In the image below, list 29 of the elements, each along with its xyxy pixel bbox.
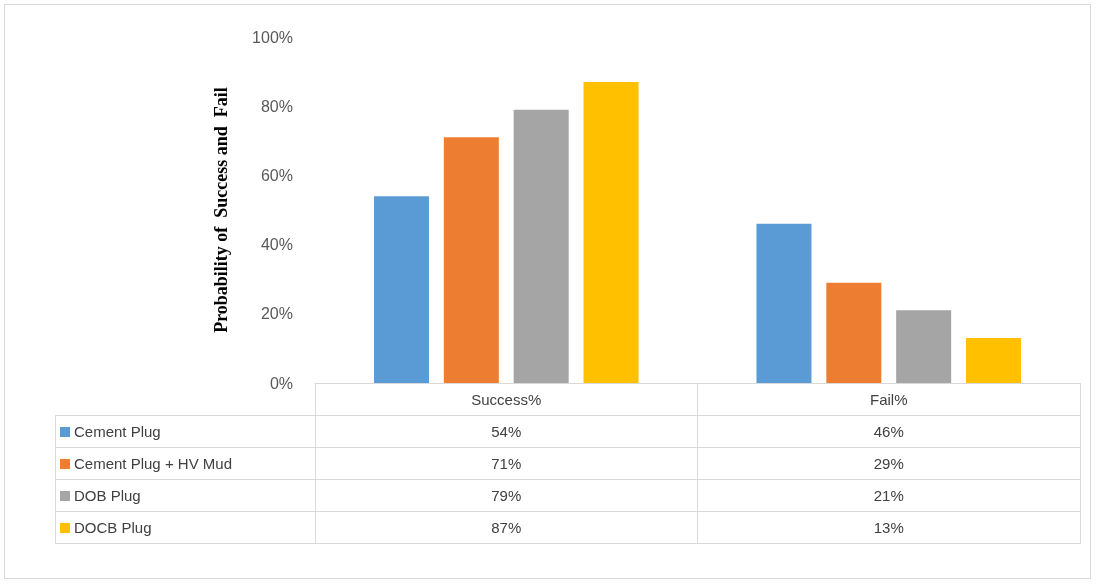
y-tick-label: 20%: [260, 305, 293, 323]
x-tick-label: Success%: [315, 383, 698, 416]
legend-label: Cement Plug: [55, 415, 315, 448]
bar: [513, 109, 569, 383]
bar: [373, 196, 429, 383]
y-tick-label: 100%: [252, 28, 293, 46]
bar: [896, 310, 952, 383]
y-tick-label: 80%: [260, 97, 293, 115]
data-label: 21%: [697, 479, 1080, 512]
data-label: 79%: [315, 479, 698, 512]
data-label: 46%: [697, 415, 1080, 448]
data-label: 71%: [315, 447, 698, 480]
bar: [756, 223, 812, 383]
legend-label: Cement Plug + HV Mud: [55, 447, 315, 480]
data-label: 29%: [697, 447, 1080, 480]
bar: [826, 282, 882, 383]
y-tick-label: 0%: [269, 374, 293, 392]
y-axis-title: Probability of Success and Fail: [211, 87, 231, 333]
y-tick-label: 60%: [260, 166, 293, 184]
data-label: 54%: [315, 415, 698, 448]
bar: [583, 81, 639, 383]
bar: [443, 137, 499, 383]
legend-label: DOB Plug: [55, 479, 315, 512]
data-label: 13%: [697, 511, 1080, 544]
data-label: 87%: [315, 511, 698, 544]
y-tick-label: 40%: [260, 236, 293, 254]
bar: [966, 338, 1022, 383]
x-tick-label: Fail%: [697, 383, 1080, 416]
legend-label: DOCB Plug: [55, 511, 315, 544]
